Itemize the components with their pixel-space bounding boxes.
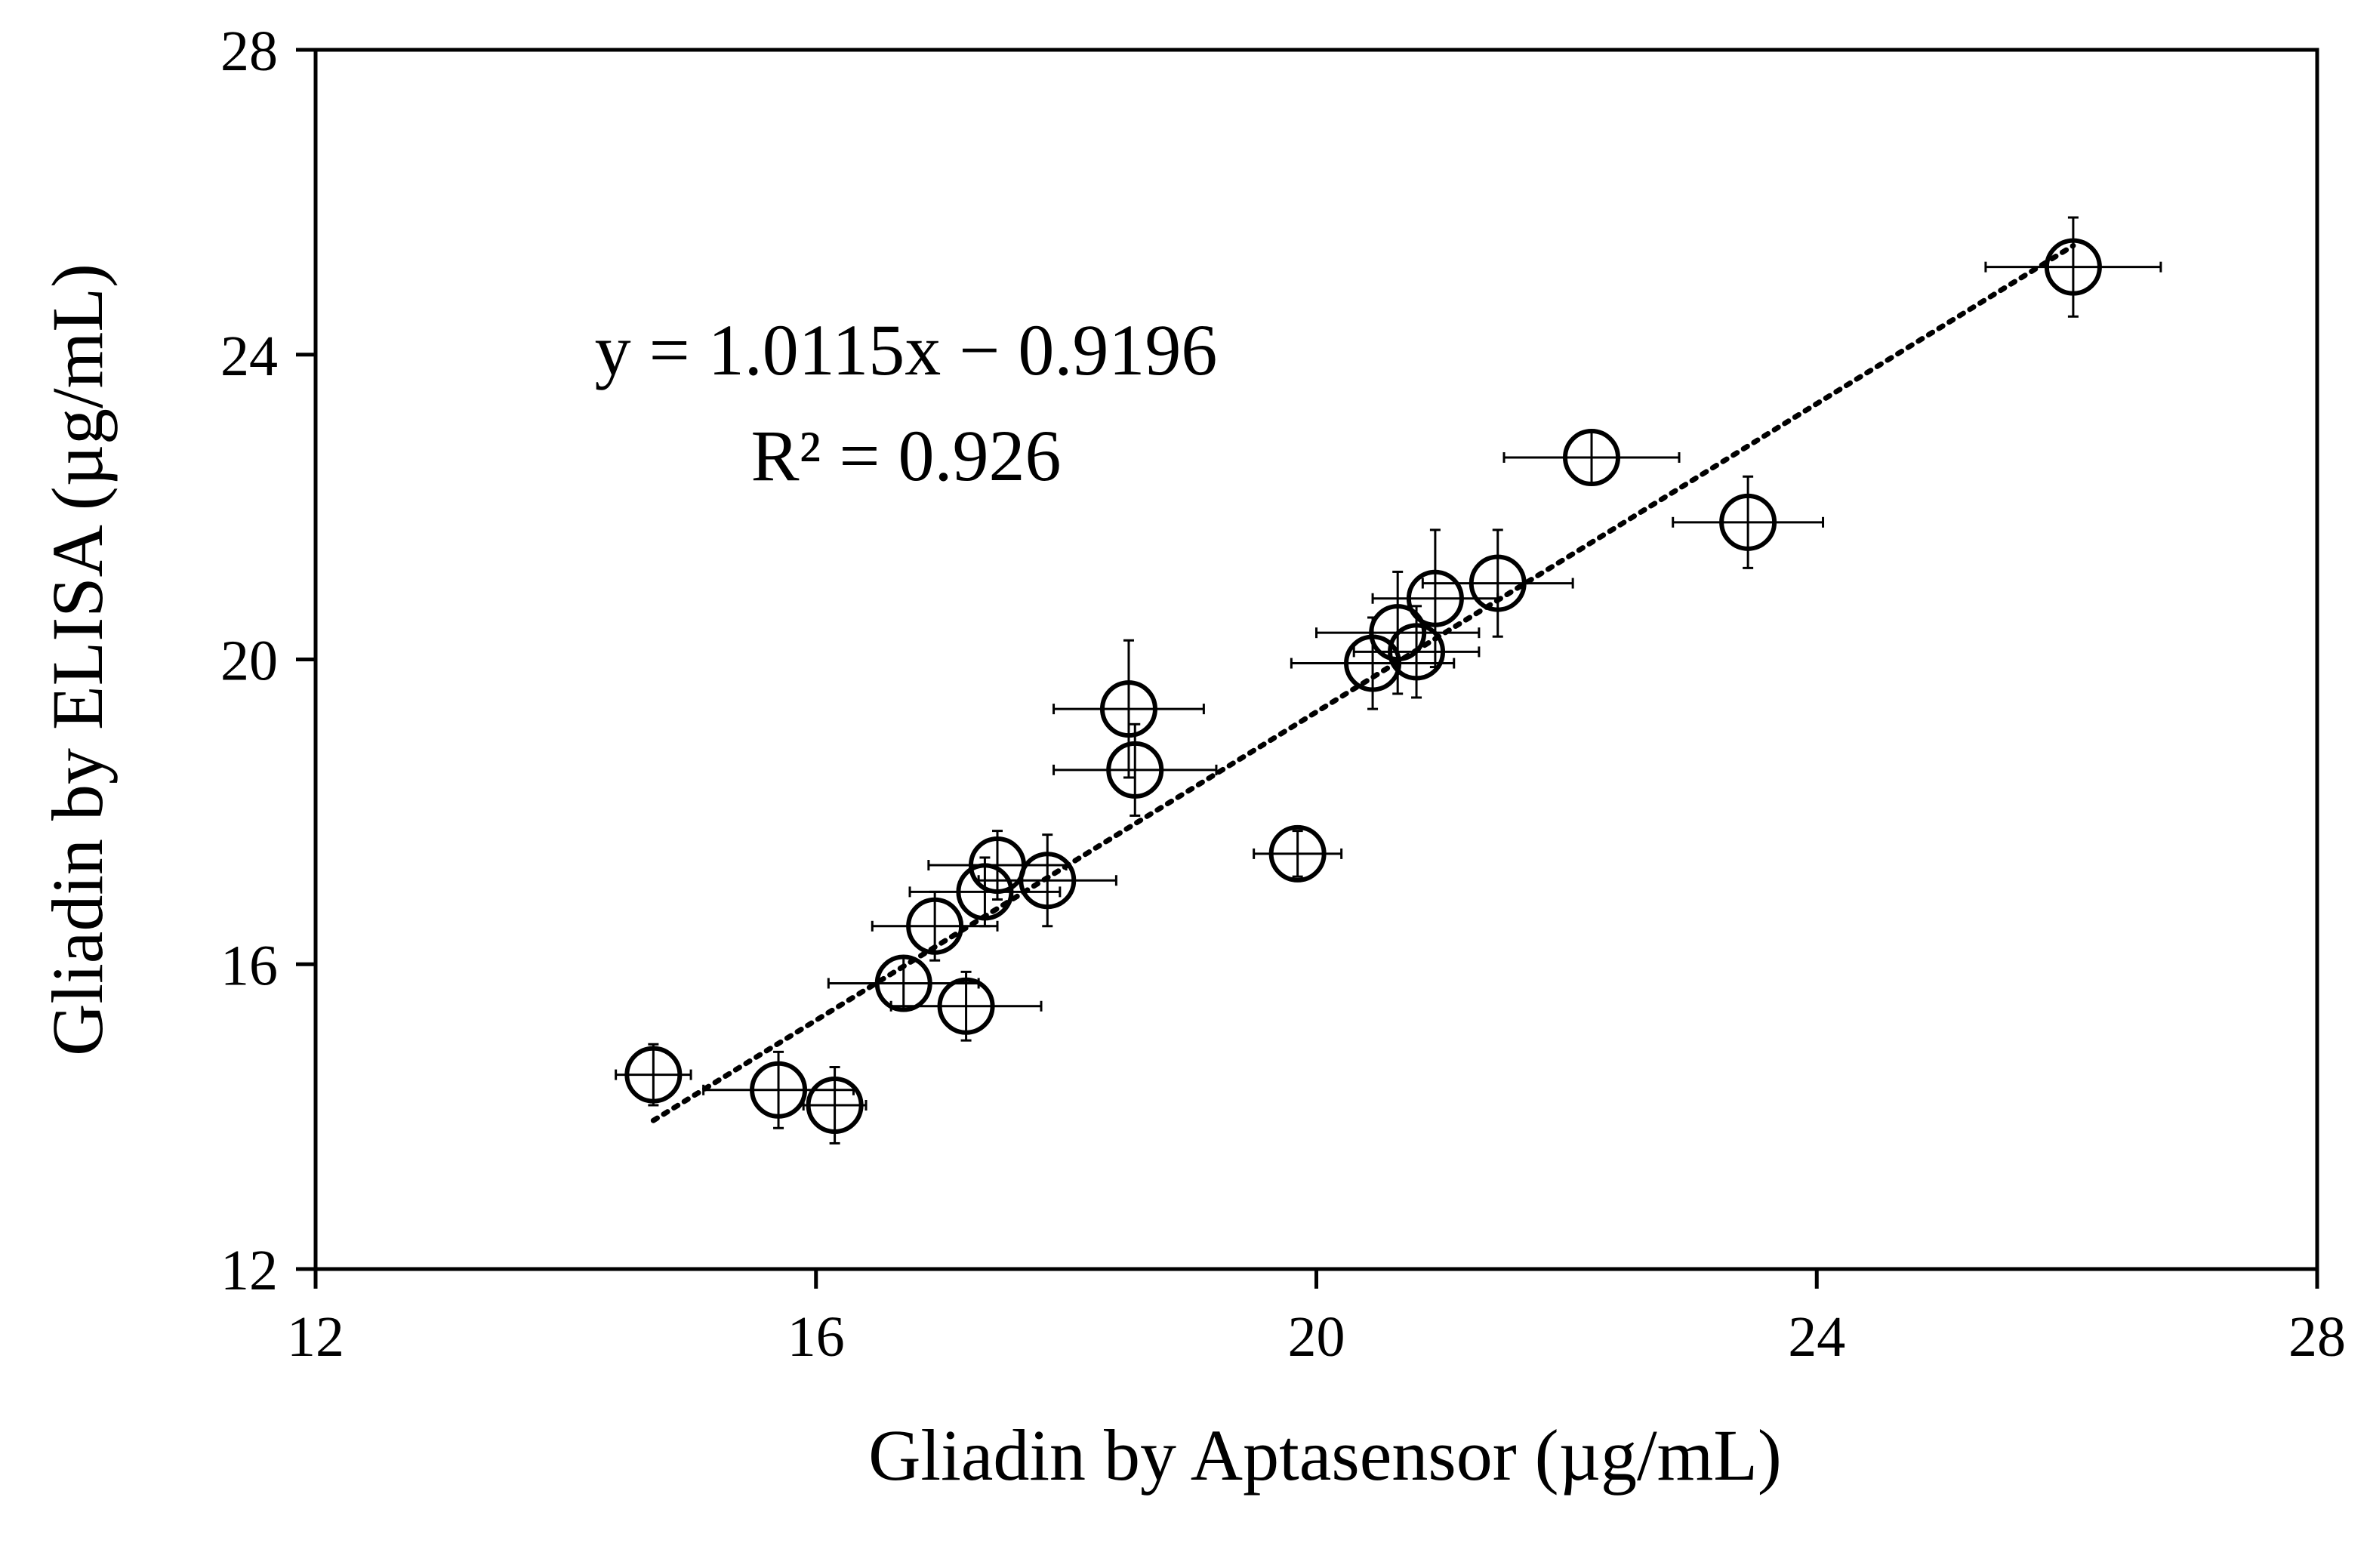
x-tick-label: 28 xyxy=(2288,1305,2346,1369)
plot-area-frame xyxy=(313,48,2319,1271)
y-tick-label: 24 xyxy=(220,325,278,388)
trendline-layer xyxy=(650,242,2076,1123)
y-axis-tick-labels: 12 16 20 24 28 xyxy=(220,20,278,1302)
point-marker xyxy=(937,977,995,1035)
point-marker xyxy=(1469,554,1527,612)
data-point xyxy=(1984,216,2162,318)
r-squared-annotation: R² = 0.926 xyxy=(751,415,1062,496)
data-point xyxy=(977,833,1117,928)
x-tick-label: 20 xyxy=(1288,1305,1345,1369)
data-point xyxy=(1502,429,1681,487)
data-point xyxy=(827,954,980,1012)
x-axis-ticks xyxy=(313,1269,2319,1289)
point-marker xyxy=(1268,824,1327,883)
data-point xyxy=(889,970,1043,1042)
equation-annotation: y = 1.0115x − 0.9196 xyxy=(595,310,1218,390)
trendline xyxy=(650,242,2076,1123)
y-tick-label: 16 xyxy=(220,934,278,997)
y-tick-label: 28 xyxy=(220,20,278,83)
x-tick-label: 16 xyxy=(787,1305,845,1369)
point-marker xyxy=(1019,852,1077,910)
point-marker xyxy=(2044,238,2102,296)
data-point xyxy=(615,1043,692,1107)
y-axis-ticks xyxy=(296,48,316,1271)
x-tick-label: 24 xyxy=(1788,1305,1845,1369)
data-point xyxy=(871,890,999,962)
point-marker xyxy=(1369,604,1427,662)
data-point xyxy=(1052,722,1218,817)
point-marker xyxy=(750,1061,808,1119)
point-marker xyxy=(1406,569,1464,627)
y-tick-label: 12 xyxy=(220,1239,278,1302)
x-axis-tick-labels: 12 16 20 24 28 xyxy=(287,1305,2346,1369)
point-marker xyxy=(874,954,932,1012)
point-marker xyxy=(1106,741,1164,799)
data-point xyxy=(927,830,1068,901)
data-point xyxy=(702,1050,855,1129)
point-marker xyxy=(906,897,964,955)
point-marker xyxy=(1099,680,1157,738)
data-point xyxy=(1052,639,1205,779)
x-axis-title: Gliadin by Aptasensor (µg/mL) xyxy=(868,1415,1782,1496)
y-tick-label: 20 xyxy=(220,630,278,693)
data-point xyxy=(1672,475,1825,569)
data-point xyxy=(1253,824,1343,883)
data-points-layer xyxy=(615,216,2162,1144)
point-marker xyxy=(806,1076,864,1134)
data-point xyxy=(1352,605,1481,699)
data-point xyxy=(1421,528,1574,638)
point-marker xyxy=(1388,623,1446,681)
point-marker xyxy=(624,1046,683,1104)
x-tick-label: 12 xyxy=(287,1305,344,1369)
point-marker xyxy=(1563,429,1621,487)
data-point xyxy=(908,856,1062,928)
data-point xyxy=(802,1066,868,1144)
y-axis-title: Gliadin by ELISA (µg/mL) xyxy=(37,263,118,1056)
point-marker xyxy=(1719,493,1777,551)
